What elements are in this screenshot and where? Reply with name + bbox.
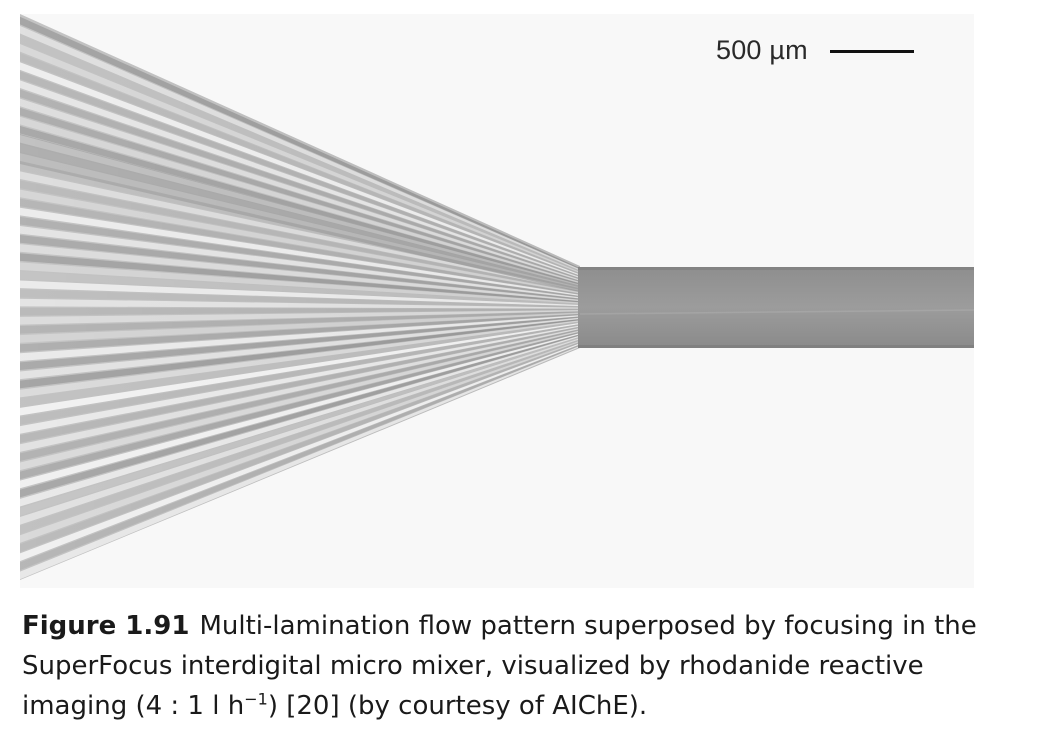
caption-line-1: Figure 1.91 Multi-lamination flow pattern…	[22, 606, 1032, 646]
scale-bar-label: 500 µm	[716, 34, 808, 65]
scale-bar: 500 µm	[716, 32, 914, 68]
flow-pattern-image	[20, 14, 974, 588]
caption-line-2: SuperFocus interdigital micro mixer, vis…	[22, 651, 924, 681]
caption-text-3a: imaging (4 : 1 l h	[22, 691, 245, 721]
caption-line-3: imaging (4 : 1 l h−1) [20] (by courtesy …	[22, 686, 1032, 726]
caption-superscript: −1	[244, 689, 268, 709]
scale-bar-line	[829, 49, 914, 53]
figure-label: Figure 1.91	[22, 611, 190, 641]
caption-text-1: Multi-lamination flow pattern superposed…	[199, 611, 977, 641]
figure-caption: Figure 1.91 Multi-lamination flow pattern…	[22, 606, 1032, 726]
outlet-channel	[578, 267, 974, 348]
caption-text-3b: ) [20] (by courtesy of AIChE).	[267, 691, 648, 721]
micromixer-photo: 500 µm	[20, 14, 974, 588]
